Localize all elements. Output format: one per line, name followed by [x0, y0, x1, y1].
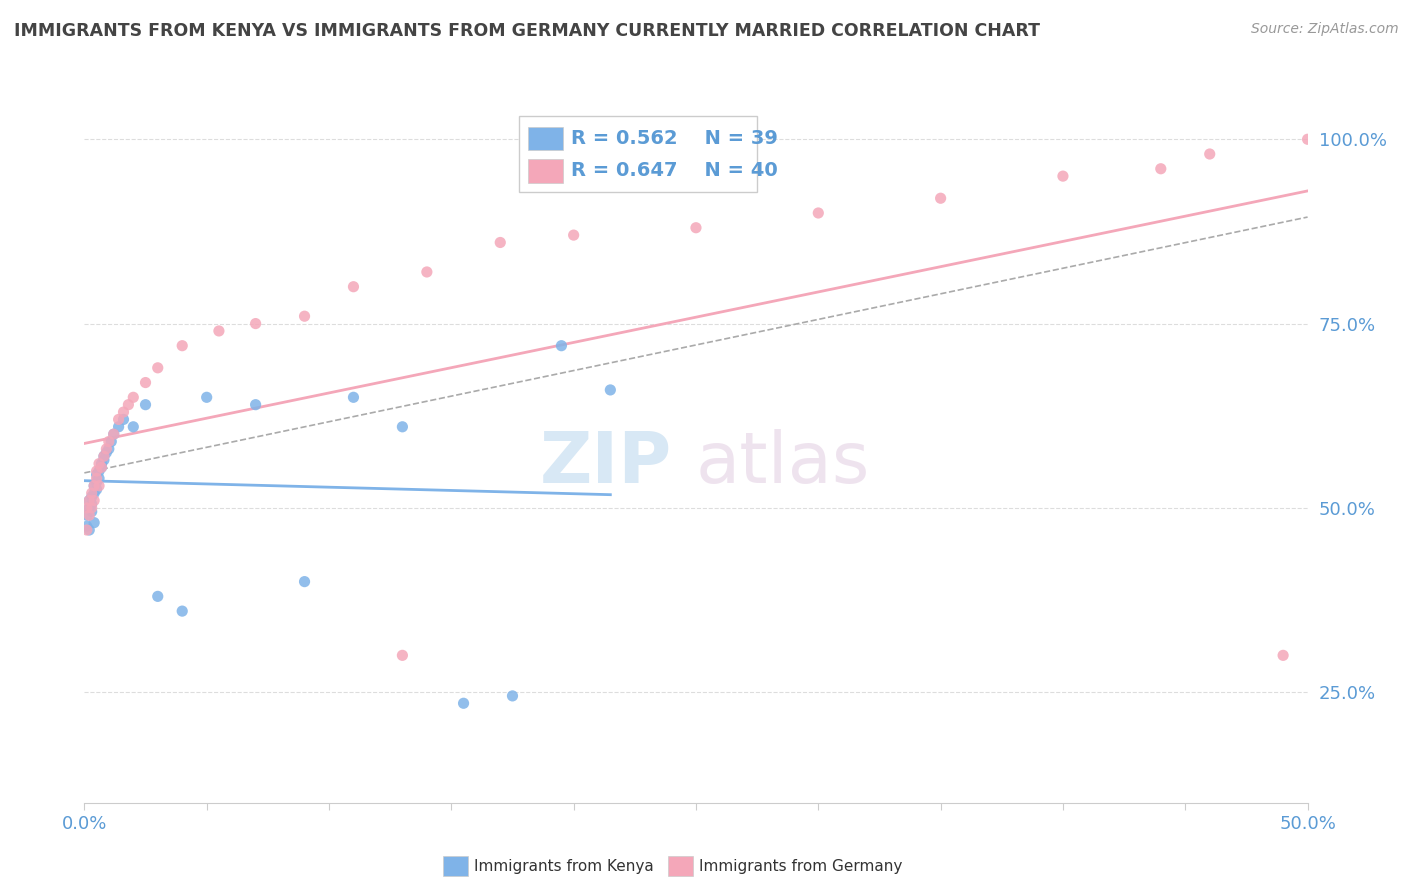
Point	[391, 648, 413, 663]
Point	[80, 497, 103, 511]
Point	[76, 508, 98, 523]
Point	[453, 696, 475, 710]
Point	[929, 191, 952, 205]
Point	[1052, 169, 1074, 183]
Text: Source: ZipAtlas.com: Source: ZipAtlas.com	[1251, 22, 1399, 37]
Point	[90, 457, 112, 471]
Point	[1272, 648, 1295, 663]
FancyBboxPatch shape	[529, 159, 562, 183]
FancyBboxPatch shape	[519, 117, 758, 193]
Point	[77, 493, 100, 508]
Point	[294, 574, 316, 589]
Point	[77, 523, 100, 537]
Point	[342, 279, 364, 293]
Point	[112, 405, 135, 419]
Point	[107, 412, 129, 426]
Point	[86, 467, 108, 482]
Point	[807, 206, 830, 220]
Text: Immigrants from Kenya: Immigrants from Kenya	[474, 859, 654, 873]
Point	[103, 427, 125, 442]
Point	[97, 442, 120, 456]
Point	[294, 309, 316, 323]
Point	[135, 398, 157, 412]
Point	[77, 508, 100, 523]
Point	[83, 486, 105, 500]
Point	[93, 450, 115, 464]
Text: R = 0.647    N = 40: R = 0.647 N = 40	[571, 161, 778, 180]
Point	[87, 479, 110, 493]
Point	[550, 339, 572, 353]
Point	[195, 390, 218, 404]
Point	[208, 324, 231, 338]
Point	[96, 442, 118, 456]
Point	[96, 445, 118, 459]
Text: IMMIGRANTS FROM KENYA VS IMMIGRANTS FROM GERMANY CURRENTLY MARRIED CORRELATION C: IMMIGRANTS FROM KENYA VS IMMIGRANTS FROM…	[14, 22, 1040, 40]
Text: Immigrants from Germany: Immigrants from Germany	[699, 859, 903, 873]
Point	[117, 398, 139, 412]
Point	[1198, 147, 1220, 161]
Point	[76, 523, 98, 537]
Point	[80, 500, 103, 515]
Point	[112, 412, 135, 426]
Point	[83, 479, 105, 493]
Text: R = 0.562    N = 39: R = 0.562 N = 39	[571, 128, 778, 147]
Point	[146, 360, 169, 375]
Point	[83, 479, 105, 493]
Point	[416, 265, 439, 279]
Point	[77, 500, 100, 515]
Point	[107, 419, 129, 434]
Point	[599, 383, 621, 397]
Point	[93, 450, 115, 464]
FancyBboxPatch shape	[529, 127, 562, 151]
Point	[87, 471, 110, 485]
Point	[502, 689, 524, 703]
Point	[86, 464, 108, 478]
Point	[80, 505, 103, 519]
Text: atlas: atlas	[696, 429, 870, 498]
Point	[245, 317, 267, 331]
Point	[87, 464, 110, 478]
Point	[172, 604, 194, 618]
Point	[80, 486, 103, 500]
Point	[90, 460, 112, 475]
Point	[80, 490, 103, 504]
Point	[391, 419, 413, 434]
Point	[103, 427, 125, 442]
Text: ZIP: ZIP	[540, 429, 672, 498]
Point	[87, 457, 110, 471]
Point	[172, 339, 194, 353]
Point	[90, 460, 112, 475]
Point	[83, 493, 105, 508]
Point	[83, 516, 105, 530]
Point	[93, 453, 115, 467]
Point	[76, 500, 98, 515]
Point	[77, 493, 100, 508]
Point	[86, 483, 108, 497]
Point	[86, 471, 108, 485]
Point	[685, 220, 707, 235]
Point	[97, 434, 120, 449]
Point	[100, 434, 122, 449]
Point	[146, 590, 169, 604]
Point	[562, 228, 585, 243]
Point	[342, 390, 364, 404]
Point	[489, 235, 512, 250]
Point	[76, 519, 98, 533]
Point	[122, 390, 145, 404]
Point	[1150, 161, 1173, 176]
Point	[135, 376, 157, 390]
Point	[245, 398, 267, 412]
Point	[1296, 132, 1319, 146]
Point	[86, 475, 108, 489]
Point	[122, 419, 145, 434]
